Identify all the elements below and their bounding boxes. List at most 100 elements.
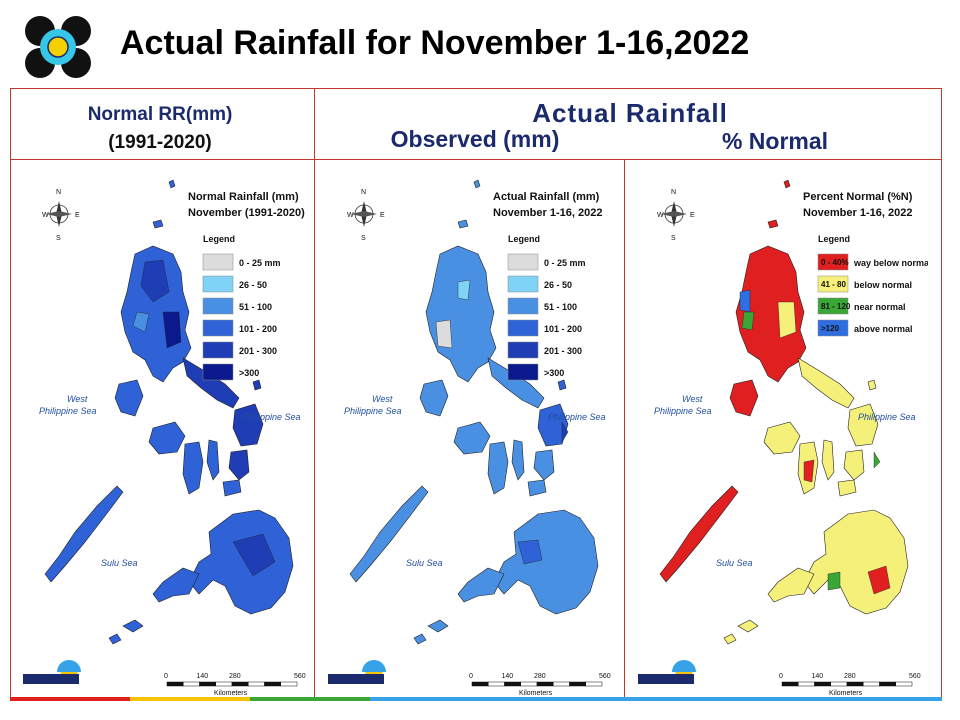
legend-title: Legend bbox=[508, 234, 540, 244]
column-divider-2 bbox=[624, 159, 625, 700]
legend-swatch bbox=[507, 363, 539, 381]
legend-title: Legend bbox=[203, 234, 235, 244]
compass-e-label: E bbox=[75, 212, 80, 219]
legend-swatch bbox=[507, 297, 539, 315]
scale-tick-label: 0 bbox=[164, 673, 168, 680]
percent-normal-header: % Normal bbox=[721, 128, 829, 154]
island-leyte bbox=[843, 449, 865, 481]
compass-s-label: S bbox=[56, 235, 61, 242]
region-shade-3 bbox=[867, 565, 891, 595]
scale-segment bbox=[520, 681, 538, 687]
scale-segment bbox=[199, 681, 216, 687]
scale-unit: Kilometers bbox=[829, 690, 863, 697]
island-leyte bbox=[228, 449, 250, 481]
scale-segment bbox=[183, 681, 200, 687]
compass-n-label: N bbox=[361, 189, 366, 196]
map-title-line1: Actual Rainfall (mm) bbox=[493, 191, 600, 203]
scale-segment bbox=[536, 681, 554, 687]
scale-segment bbox=[814, 681, 831, 687]
region-shade-1 bbox=[162, 311, 182, 349]
legend-label: 0 - 25 mm bbox=[239, 258, 281, 268]
legend-swatch bbox=[817, 297, 849, 315]
scale-tick-label: 560 bbox=[599, 673, 611, 680]
scale-tick-label: 280 bbox=[534, 673, 546, 680]
legend-label: way below normal bbox=[853, 258, 928, 268]
dost-logo bbox=[22, 14, 94, 80]
column-divider-1 bbox=[314, 88, 315, 700]
legend-label: >300 bbox=[239, 368, 259, 378]
legend-label: 201 - 300 bbox=[239, 346, 277, 356]
philippines-landmass bbox=[44, 179, 294, 645]
island-babuyan bbox=[152, 219, 164, 229]
legend-label: 201 - 300 bbox=[544, 346, 582, 356]
scale-segment bbox=[488, 681, 505, 687]
island-cebu bbox=[511, 439, 525, 481]
compass-e-label: E bbox=[690, 212, 695, 219]
scale-segment bbox=[553, 681, 570, 687]
scale-segment bbox=[248, 681, 265, 687]
sea-label-sulu: Sulu Sea bbox=[716, 558, 753, 568]
map-title-line2: November 1-16, 2022 bbox=[493, 207, 602, 219]
compass-icon bbox=[661, 201, 687, 227]
scale-tick-label: 560 bbox=[909, 673, 921, 680]
region-shade-5 bbox=[873, 451, 881, 469]
island-batanes bbox=[473, 179, 481, 189]
legend-label: below normal bbox=[854, 280, 912, 290]
scale-segment bbox=[215, 681, 233, 687]
island-palawan bbox=[659, 485, 739, 583]
island-panay bbox=[148, 421, 186, 455]
legend-label: >300 bbox=[544, 368, 564, 378]
island-leyte bbox=[533, 449, 555, 481]
region-shade-2 bbox=[232, 533, 276, 577]
island-cat bbox=[867, 379, 877, 391]
island-sulu bbox=[122, 619, 144, 633]
island-cat bbox=[252, 379, 262, 391]
compass-n-label: N bbox=[671, 189, 676, 196]
region-shade-3 bbox=[457, 279, 471, 301]
compass-w-label: W bbox=[347, 212, 354, 219]
region-shade-1 bbox=[517, 539, 543, 565]
compass-e-label: E bbox=[380, 212, 385, 219]
actual-rainfall-map: N S W E Actual Rainfall (mm) November 1-16, 2… bbox=[318, 162, 618, 698]
island-bohol bbox=[837, 479, 857, 497]
scale-unit: Kilometers bbox=[214, 690, 248, 697]
scale-unit: Kilometers bbox=[519, 690, 553, 697]
island-sulu2 bbox=[413, 633, 427, 645]
scale-segment bbox=[504, 681, 521, 687]
scale-tick-label: 140 bbox=[197, 673, 209, 680]
region-shade-6 bbox=[803, 459, 815, 483]
island-babuyan bbox=[767, 219, 779, 229]
map-title-line2: November (1991-2020) bbox=[188, 207, 305, 219]
region-shade-0 bbox=[777, 301, 797, 339]
legend-label: 51 - 100 bbox=[239, 302, 272, 312]
scale-segment bbox=[471, 681, 489, 687]
legend-label: 51 - 100 bbox=[544, 302, 577, 312]
compass-s-label: S bbox=[361, 235, 366, 242]
scale-segment bbox=[895, 681, 913, 687]
island-sulu bbox=[427, 619, 449, 633]
legend-title: Legend bbox=[818, 234, 850, 244]
island-cebu bbox=[206, 439, 220, 481]
island-cat bbox=[557, 379, 567, 391]
island-mindoro bbox=[114, 379, 144, 417]
island-negros bbox=[182, 441, 204, 495]
legend-swatch bbox=[507, 319, 539, 337]
normal-rainfall-map: N S W E Normal Rainfall (mm) November (1991-2… bbox=[13, 162, 313, 698]
region-shade-3 bbox=[132, 311, 150, 333]
pagasa-logo bbox=[638, 660, 696, 684]
legend-label: 101 - 200 bbox=[544, 324, 582, 334]
legend-label: 26 - 50 bbox=[544, 280, 572, 290]
legend-swatch bbox=[202, 253, 234, 271]
philippines-landmass bbox=[659, 179, 909, 645]
legend-swatch bbox=[507, 341, 539, 359]
island-sulu2 bbox=[108, 633, 122, 645]
island-panay bbox=[763, 421, 801, 455]
legend-label: near normal bbox=[854, 302, 906, 312]
island-palawan bbox=[349, 485, 429, 583]
island-mindoro bbox=[419, 379, 449, 417]
scale-segment bbox=[231, 681, 249, 687]
island-luzon bbox=[735, 245, 807, 383]
scale-segment bbox=[781, 681, 799, 687]
scale-segment bbox=[585, 681, 603, 687]
map-title-line2: November 1-16, 2022 bbox=[803, 207, 912, 219]
